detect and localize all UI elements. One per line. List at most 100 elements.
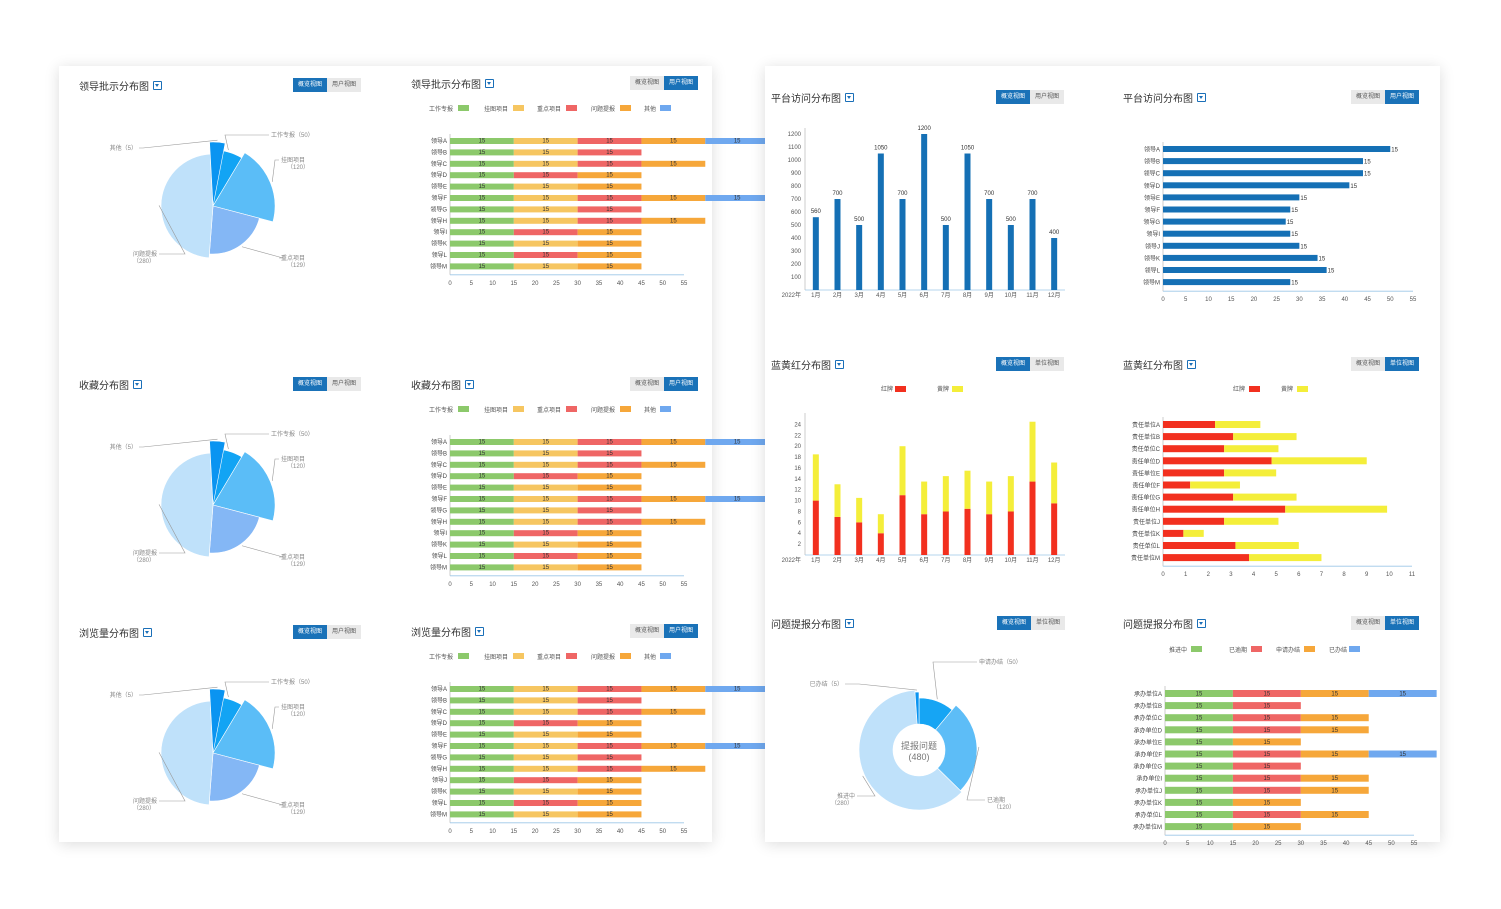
data-label: 15 [606,812,613,818]
user-view-button[interactable]: 用户视图 [327,377,361,391]
bar-segment [513,564,578,571]
x-tick-label: 35 [596,582,603,588]
unit-view-button[interactable]: 单位视图 [1385,357,1419,371]
category-label: 承办单位F [1134,751,1162,759]
dropdown-icon[interactable] [1197,93,1206,102]
dropdown-icon[interactable] [475,627,484,636]
y-tick-label: 300 [791,249,802,255]
category-label: 责任单位D [1132,457,1161,465]
overview-view-button[interactable]: 概览视图 [630,624,664,638]
column-segment-red [899,495,906,555]
x-tick-label: 50 [659,281,666,287]
dropdown-icon[interactable] [153,81,162,90]
overview-view-button[interactable]: 概览视图 [630,76,664,90]
pie-slice [160,452,214,558]
user-view-button[interactable]: 用户视图 [664,76,698,90]
dropdown-icon[interactable] [845,619,854,628]
bar [1163,279,1291,286]
dropdown-icon[interactable] [465,380,474,389]
slice-label: （120） [287,711,309,718]
label-leader-line [271,706,279,729]
unit-view-button[interactable]: 单位视图 [1030,357,1064,371]
bar-segment-yellow [1271,457,1367,465]
data-label: 15 [542,744,549,750]
data-label: 15 [479,508,486,514]
bar-segment-yellow [1183,529,1204,537]
bar-segment [641,217,706,224]
bar-segment [641,765,706,772]
legend-label: 挂图项目 [484,105,508,113]
x-tick-label: 25 [553,829,560,835]
data-label: 15 [1196,800,1203,806]
column-segment-yellow [1007,476,1014,512]
unit-view-button[interactable]: 单位视图 [1031,616,1065,630]
legend-label: 挂图项目 [484,406,508,414]
column-bar [1051,238,1058,290]
bar-segment [1232,786,1301,794]
dropdown-icon[interactable] [143,628,152,637]
overview-view-button[interactable]: 概览视图 [1351,357,1385,371]
dropdown-icon[interactable] [133,380,142,389]
dropdown-icon[interactable] [845,93,854,102]
dropdown-icon[interactable] [835,360,844,369]
overview-view-button[interactable]: 概览视图 [293,377,327,391]
data-label: 15 [542,801,549,807]
dropdown-icon[interactable] [485,79,494,88]
category-label: 领导K [431,541,447,549]
center-label: 提报问题 [901,740,937,751]
data-label: 15 [479,565,486,571]
user-view-button[interactable]: 用户视图 [664,624,698,638]
data-label: 15 [542,565,549,571]
bar-segment [1232,811,1301,818]
category-label: 领导D [431,719,448,727]
user-view-button[interactable]: 用户视图 [1385,90,1419,104]
data-label: 15 [1331,752,1338,758]
user-view-button[interactable]: 用户视图 [327,78,361,92]
panel-cards-column: 蓝黄红分布图 概览视图 单位视图 红牌 黄牌 2 4 6 8 10 12 14 16 18 20 22 2… [771,357,1071,607]
stacked-bar-chart: 工作专报 挂图项目 重点项目 问题提报 其他 0 5 10 15 20 25 30 35 40 45 50 55… [429,653,770,835]
y-tick-label: 700 [791,197,802,203]
column-segment-red [812,500,819,555]
slice-label: 重点项目 [281,553,305,561]
category-label: 领导A [431,438,447,446]
panel-issues-bar: 问题提报分布图 概览视图 单位视图 推进中 已逾期 申请办结 已办结 0 5 10 15 20 2… [1123,616,1437,847]
overview-view-button[interactable]: 概览视图 [630,377,664,391]
x-tick-label: 45 [638,829,645,835]
column-segment-yellow [812,454,819,501]
user-view-button[interactable]: 用户视图 [327,625,361,639]
x-tick-label: 40 [617,829,624,835]
overview-view-button[interactable]: 概览视图 [997,616,1031,630]
overview-view-button[interactable]: 概览视图 [293,625,327,639]
user-view-button[interactable]: 用户视图 [664,377,698,391]
column-bar [1029,199,1036,290]
category-label: 领导E [431,484,447,492]
unit-view-button[interactable]: 单位视图 [1385,616,1419,630]
user-view-button[interactable]: 用户视图 [1030,90,1064,104]
data-label: 15 [542,451,549,457]
bar-segment [577,195,642,201]
overview-view-button[interactable]: 概览视图 [996,90,1030,104]
bar-segment-red [1163,421,1216,428]
pie-slice [209,752,260,802]
bar-segment [577,743,642,749]
column-segment-yellow [899,446,906,496]
overview-view-button[interactable]: 概览视图 [1351,616,1385,630]
overview-view-button[interactable]: 概览视图 [1351,90,1385,104]
category-label: 领导J [1145,242,1160,250]
overview-view-button[interactable]: 概览视图 [293,78,327,92]
bar-segment [577,564,642,571]
legend-label: 重点项目 [537,406,561,414]
x-tick-label: 5 [1275,572,1279,578]
overview-view-button[interactable]: 概览视图 [996,357,1030,371]
dropdown-icon[interactable] [1187,360,1196,369]
label-leader-line [857,775,876,797]
column-segment-yellow [921,481,928,515]
data-label: 15 [542,778,549,784]
bar-segment-red [1163,469,1225,477]
x-tick-label: 4月 [876,557,885,564]
bar-segment [641,708,706,715]
dropdown-icon[interactable] [1197,619,1206,628]
category-label: 领导M [1143,279,1160,287]
data-label: 15 [542,462,549,468]
bar-segment [513,697,578,704]
